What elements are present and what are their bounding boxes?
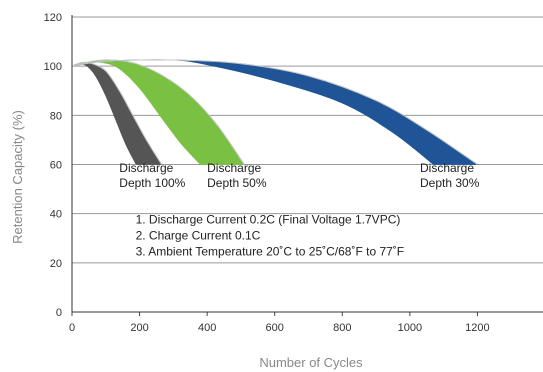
- x-tick-label: 0: [69, 322, 75, 334]
- annotation-line: Depth 30%: [420, 176, 480, 190]
- annotation-label-2: Discharge Depth 50%: [207, 161, 267, 190]
- note-line: 1. Discharge Current 0.2C (Final Voltage…: [136, 213, 401, 227]
- x-tick-label: 200: [130, 322, 148, 334]
- axes: [71, 15, 543, 316]
- notes-block: 1. Discharge Current 0.2C (Final Voltage…: [136, 213, 405, 259]
- annotation-line: Depth 50%: [207, 176, 267, 190]
- y-tick-label: 80: [50, 110, 62, 122]
- series-outline-3: [71, 59, 478, 165]
- note-line: 2. Charge Current 0.1C: [136, 229, 261, 243]
- x-tick-label: 1000: [398, 322, 422, 334]
- annotation-line: Depth 100%: [119, 176, 185, 190]
- x-axis-label: Number of Cycles: [259, 355, 363, 370]
- x-tick-label: 1200: [465, 322, 489, 334]
- annotation-line: Discharge: [420, 161, 474, 175]
- y-tick-label: 120: [44, 12, 62, 24]
- x-tick-label: 400: [198, 322, 216, 334]
- y-tick-label: 20: [50, 258, 62, 270]
- note-line: 3. Ambient Temperature 20˚C to 25˚C/68˚F…: [136, 245, 405, 259]
- y-axis-label: Retention Capacity (%): [10, 110, 25, 244]
- data-areas: [71, 59, 479, 165]
- annotation-line: Discharge: [207, 161, 261, 175]
- series-outline-1: [71, 61, 162, 165]
- annotations: Discharge Depth 100%Discharge Depth 50%Dis…: [119, 161, 479, 190]
- y-tick-label: 40: [50, 209, 62, 221]
- y-tick-label: 60: [50, 160, 62, 172]
- annotation-line: Discharge: [119, 161, 173, 175]
- y-tick-label: 0: [56, 307, 62, 319]
- annotation-label-1: Discharge Depth 100%: [119, 161, 185, 190]
- x-tick-label: 600: [266, 322, 284, 334]
- series-outline-2: [71, 59, 245, 165]
- x-tick-label: 800: [333, 322, 351, 334]
- annotation-label-3: Discharge Depth 30%: [420, 161, 480, 190]
- y-tick-label: 100: [44, 61, 62, 73]
